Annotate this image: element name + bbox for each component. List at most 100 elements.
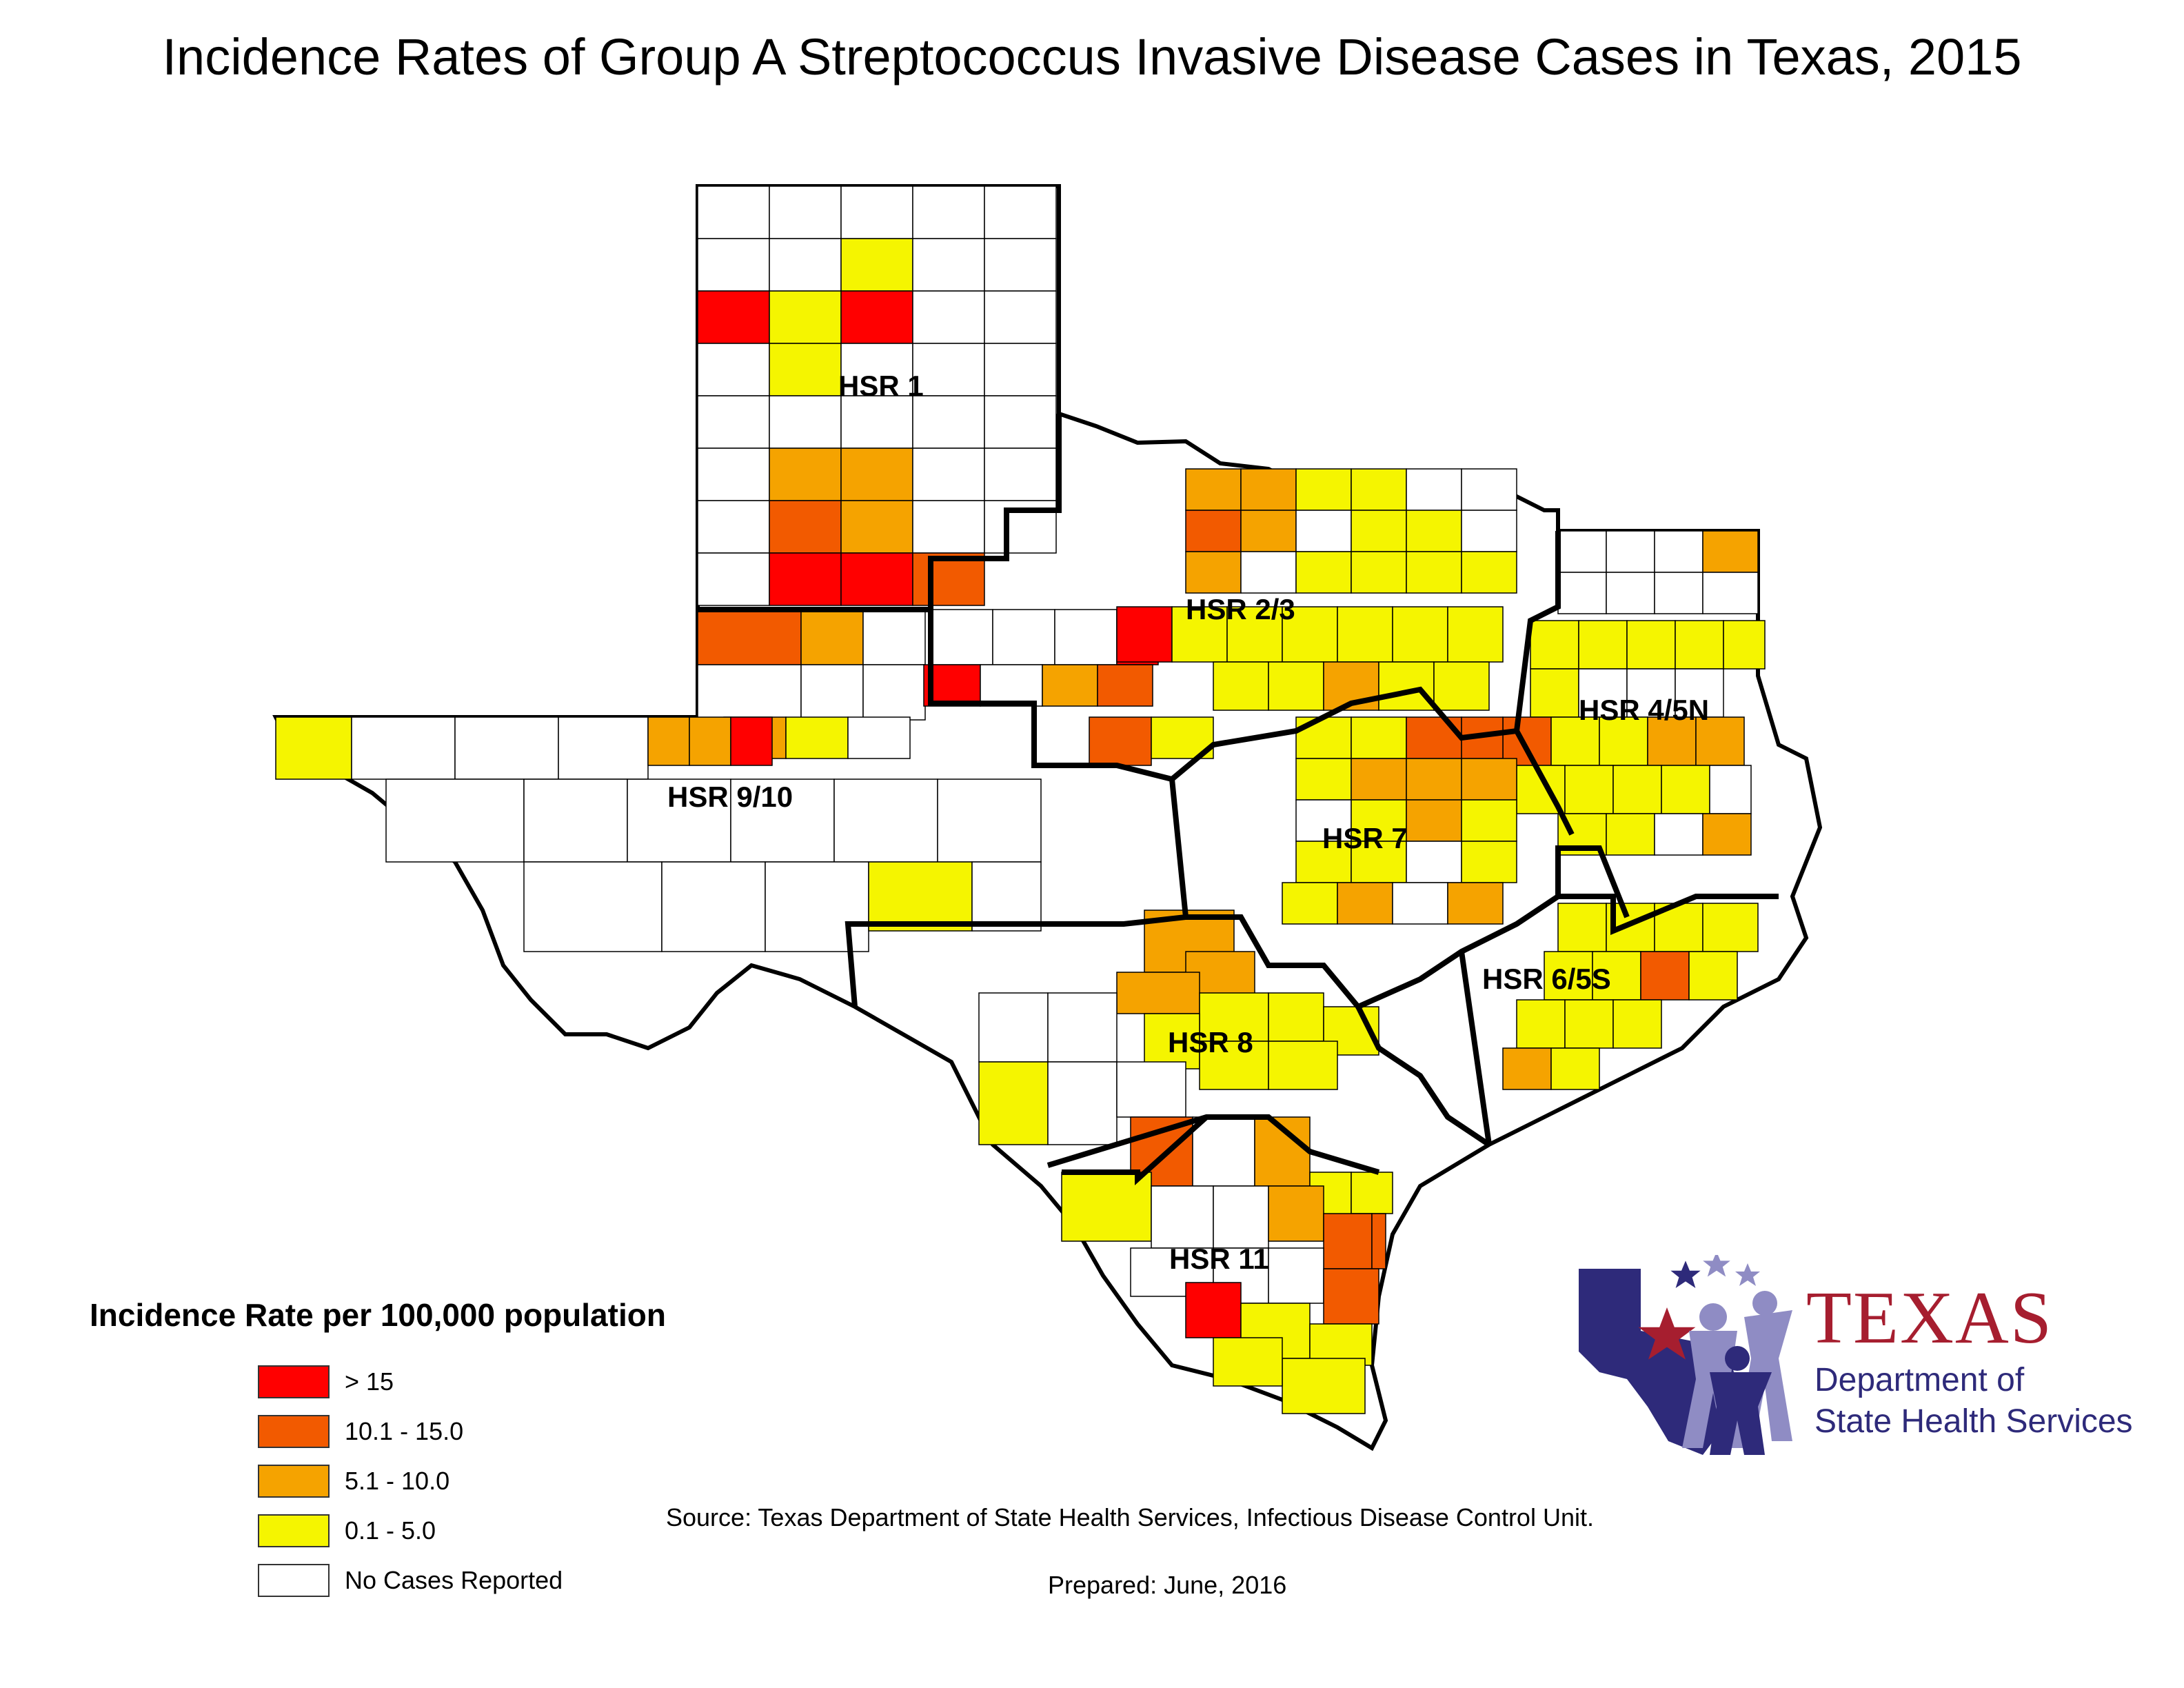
county <box>1606 572 1655 614</box>
county <box>1351 551 1407 594</box>
county <box>912 185 985 239</box>
county <box>1047 992 1118 1063</box>
county <box>697 290 770 344</box>
county <box>1226 606 1283 663</box>
county <box>1564 999 1614 1049</box>
county <box>1606 813 1655 856</box>
legend-item: > 15 <box>258 1357 666 1407</box>
county <box>1323 1213 1373 1269</box>
county <box>1406 716 1462 759</box>
county <box>689 716 731 766</box>
county <box>971 861 1042 932</box>
legend-item: No Cases Reported <box>258 1556 666 1605</box>
county <box>769 395 842 449</box>
county <box>385 778 525 863</box>
county <box>1213 661 1269 711</box>
county <box>769 185 842 239</box>
county <box>840 552 913 606</box>
county <box>1702 813 1752 856</box>
county <box>1268 992 1324 1042</box>
county <box>1061 1172 1152 1242</box>
legend-label: 0.1 - 5.0 <box>345 1516 436 1545</box>
county <box>1199 1041 1269 1090</box>
county <box>984 343 1057 396</box>
county <box>1337 606 1393 663</box>
legend-item: 5.1 - 10.0 <box>258 1456 666 1506</box>
county <box>1640 951 1690 1001</box>
county <box>697 552 770 606</box>
county <box>847 716 911 759</box>
county <box>840 238 913 292</box>
county <box>840 343 913 396</box>
county <box>984 448 1057 501</box>
county <box>840 290 913 344</box>
county <box>1461 468 1517 511</box>
county <box>1295 716 1352 759</box>
county <box>1461 551 1517 594</box>
county <box>1406 510 1462 552</box>
logo-dept-line1: Department of <box>1814 1362 2025 1398</box>
region-label: HSR 4/5N <box>1579 694 1709 726</box>
county <box>978 992 1049 1063</box>
region-boundaries <box>698 414 1779 1185</box>
logo-emblem <box>1579 1255 1792 1455</box>
region-label: HSR 7 <box>1322 822 1408 854</box>
legend-title: Incidence Rate per 100,000 population <box>90 1297 666 1333</box>
county <box>769 343 842 396</box>
county <box>661 861 766 952</box>
region-label: HSR 11 <box>1169 1243 1269 1275</box>
legend-label: 10.1 - 15.0 <box>345 1417 464 1445</box>
county <box>1461 799 1517 842</box>
county-grid <box>275 185 1766 1414</box>
county <box>1654 530 1703 573</box>
county <box>800 664 864 721</box>
legend: Incidence Rate per 100,000 population > … <box>90 1296 666 1605</box>
county <box>454 716 559 780</box>
county <box>992 609 1055 665</box>
county <box>1295 799 1352 842</box>
county <box>1564 765 1614 814</box>
county <box>1185 510 1242 552</box>
county <box>1268 1247 1324 1304</box>
county <box>1089 716 1152 766</box>
county <box>627 778 731 863</box>
county <box>1695 716 1745 766</box>
county <box>912 552 985 606</box>
county <box>697 185 770 239</box>
county <box>697 448 770 501</box>
county <box>1295 468 1352 511</box>
county <box>1192 1116 1255 1187</box>
county <box>769 448 842 501</box>
county <box>930 609 993 665</box>
county <box>1240 468 1297 511</box>
county <box>558 716 649 780</box>
county <box>1295 510 1352 552</box>
county <box>1351 716 1407 759</box>
county <box>984 290 1057 344</box>
county <box>1144 1013 1200 1069</box>
county <box>1054 609 1118 665</box>
county <box>1675 620 1724 670</box>
county <box>1461 758 1517 801</box>
county <box>937 778 1042 863</box>
county <box>1213 1337 1283 1387</box>
county <box>1351 758 1407 801</box>
county <box>840 448 913 501</box>
logo-dept-line2: State Health Services <box>1814 1403 2133 1440</box>
county <box>1702 572 1759 614</box>
county <box>730 778 835 863</box>
county <box>1709 765 1752 814</box>
county <box>730 716 773 766</box>
region-label: HSR 8 <box>1168 1026 1253 1058</box>
county <box>912 500 985 554</box>
county <box>1295 758 1352 801</box>
county <box>984 185 1057 239</box>
county <box>1047 1061 1118 1145</box>
county <box>1282 606 1338 663</box>
county <box>1268 661 1324 711</box>
county <box>1185 1282 1242 1338</box>
county <box>984 395 1057 449</box>
county <box>1097 664 1153 707</box>
map-title: Incidence Rates of Group A Streptococcus… <box>162 28 2022 86</box>
